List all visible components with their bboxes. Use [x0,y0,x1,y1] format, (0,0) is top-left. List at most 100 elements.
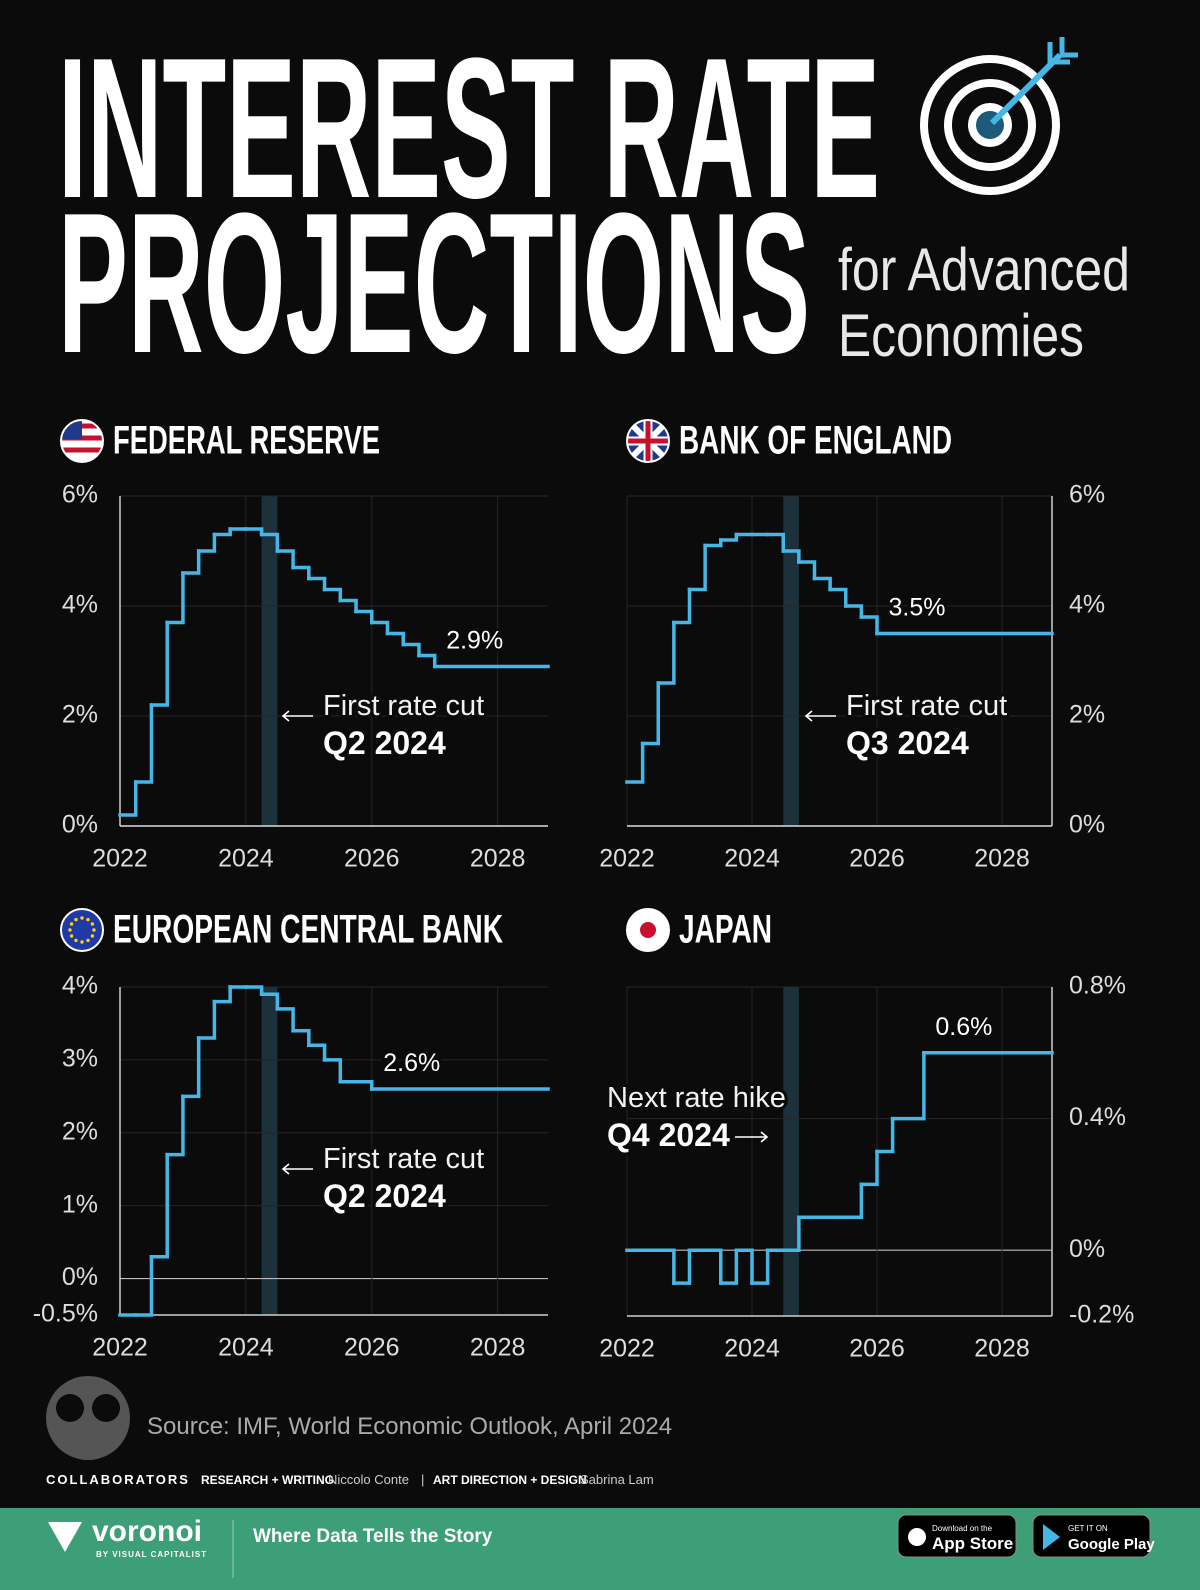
rate-step [181,1036,201,1099]
flag-star [92,928,96,932]
rate-step [370,620,390,636]
credits-name: Sabrina Lam [580,1472,654,1487]
y-tick-label: 1% [62,1190,98,1218]
flag-stripe [61,447,103,453]
end-label: 3.5% [889,594,946,622]
brand: voronoi [92,1515,202,1548]
rate-step [797,560,817,581]
annotation-arrow [281,1163,313,1175]
rate-step [244,527,264,537]
target-icon [920,37,1078,195]
y-tick-label: 0% [62,811,98,839]
subtitle-line: Economies [838,302,1084,369]
x-tick-label: 2026 [344,1334,400,1362]
y-tick-label: 0.8% [1069,972,1126,1000]
title-line: INTEREST RATE [58,17,880,240]
tagline: Where Data Tells the Story [253,1526,493,1547]
rate-step [338,598,358,614]
rate-step [719,1248,739,1285]
target-ring [920,55,1060,195]
rate-step [719,532,739,542]
rate-step [875,1116,895,1154]
flag-base [61,909,103,951]
y-tick-label: 2% [62,1117,98,1145]
y-tick-label: -0.5% [33,1300,98,1328]
flag-star [80,940,84,944]
x-tick-label: 2026 [849,845,905,873]
annotation-arrow [735,1131,769,1143]
x-tick-label: 2022 [599,1335,655,1363]
annotation-text: First rate cut [323,690,484,722]
annotation-date: Q2 2024 [323,725,446,761]
flag [60,419,104,463]
flag-outline [626,419,670,463]
rate-step [859,1149,879,1187]
y-tick-label: 0.4% [1069,1103,1126,1131]
rate-step [781,549,801,564]
rate-step [196,532,217,553]
y-tick-label: 0% [1069,1235,1105,1263]
annotation-date: Q2 2024 [323,1178,446,1214]
brand-sub: BY VISUAL CAPITALIST [96,1550,207,1559]
x-tick-label: 2024 [724,845,780,873]
flag-star [86,917,90,922]
rate-step [417,653,437,669]
annotation-text: First rate cut [323,1143,484,1175]
x-tick-label: 2028 [470,845,526,873]
x-tick-label: 2028 [974,845,1030,873]
rate-step [687,543,707,592]
x-tick-label: 2022 [92,1334,148,1362]
x-tick-label: 2022 [92,845,148,873]
rate-step [165,1094,185,1157]
target-arrow [989,52,1063,126]
play-icon [1043,1524,1060,1550]
highlight-band [261,987,278,1315]
rate-step [625,741,645,784]
google-play-badge[interactable] [1032,1514,1151,1558]
flag-outline [626,908,670,952]
logo-circle [46,1376,130,1460]
annotation-text: First rate cut [846,690,1007,722]
rate-step [672,1248,692,1285]
logo-shape [56,1394,84,1422]
panel-title: FEDERAL RESERVE [113,419,380,463]
rate-step [765,532,785,553]
y-tick-label: 6% [1069,481,1105,509]
end-label: 0.6% [935,1013,992,1041]
credits-role: ART DIRECTION + DESIGN [433,1473,587,1487]
flag-star [69,934,74,938]
y-tick-label: 2% [62,701,98,729]
rate-step [181,549,201,575]
end-label: 2.9% [446,627,503,655]
x-tick-label: 2022 [599,845,655,873]
y-tick-label: 2% [1069,701,1105,729]
rate-step [149,620,169,707]
rate-step [844,604,864,619]
app-store-badge[interactable] [897,1514,1017,1558]
rate-step [307,576,327,592]
rate-step [765,1215,801,1252]
rate-step [118,780,138,817]
panel-title: JAPAN [679,908,772,952]
y-tick-label: 3% [62,1044,98,1072]
rate-step [640,681,660,746]
rate-step [625,1248,676,1285]
rate-step [797,1182,864,1220]
rate-step [401,642,421,658]
x-tick-label: 2024 [218,1334,274,1362]
x-tick-label: 2026 [344,845,400,873]
brand-mark [48,1522,82,1552]
x-tick-label: 2028 [470,1334,526,1362]
rate-step [133,1254,154,1317]
rate-step [275,549,295,570]
rate-step [672,587,692,625]
flag-outline [60,908,104,952]
rate-step [890,1051,926,1121]
apple-icon [908,1528,926,1546]
rate-step [307,1043,327,1062]
source: Source: IMF, World Economic Outlook, Apr… [147,1413,672,1440]
panel-title: BANK OF ENGLAND [679,419,952,463]
y-tick-label: 6% [62,481,98,509]
x-tick-label: 2024 [724,1335,780,1363]
